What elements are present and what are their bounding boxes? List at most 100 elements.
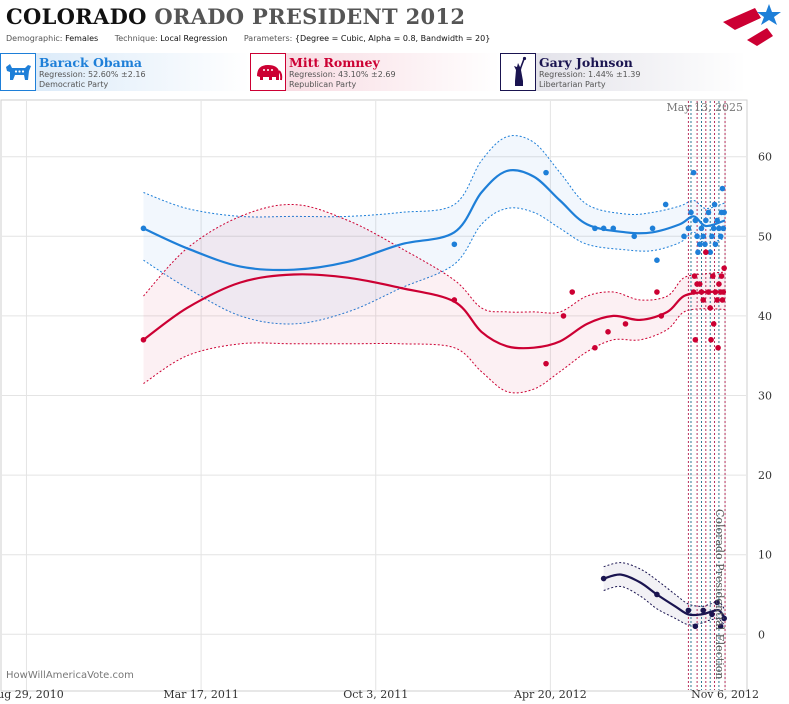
demographic-value: Females bbox=[65, 34, 99, 43]
poll-point bbox=[700, 607, 707, 614]
flag-star-logo-icon bbox=[723, 4, 781, 46]
y-tick-label: 20 bbox=[758, 469, 772, 482]
poll-point bbox=[569, 289, 576, 295]
regression-chart: 0 10 20 30 40 50 60 Aug 29, 2010 Mar 17, 2011 Oc… bbox=[0, 99, 772, 701]
poll-point bbox=[702, 241, 708, 248]
candidate-obama[interactable]: Barack Obama Regression: 52.60% ±2.16 De… bbox=[0, 53, 250, 91]
poll-point bbox=[712, 289, 719, 295]
poll-point bbox=[654, 591, 660, 598]
poll-point bbox=[451, 241, 458, 248]
poll-point bbox=[688, 209, 694, 216]
poll-point bbox=[714, 217, 720, 224]
poll-point bbox=[600, 225, 607, 232]
y-tick-label: 0 bbox=[758, 628, 765, 641]
poll-point bbox=[600, 575, 607, 582]
confidence-band bbox=[143, 204, 725, 393]
x-tick-label: Mar 17, 2011 bbox=[163, 688, 239, 701]
liberty-statue-icon bbox=[500, 53, 536, 91]
trend-line bbox=[142, 273, 726, 350]
poll-point bbox=[716, 225, 722, 232]
x-tick-label: Nov 6, 2012 bbox=[691, 688, 759, 701]
poll-point bbox=[592, 225, 598, 232]
poll-point bbox=[709, 233, 715, 240]
poll-point bbox=[708, 336, 714, 343]
candidate-party: Republican Party bbox=[289, 80, 357, 89]
poll-point bbox=[717, 233, 724, 240]
poll-point bbox=[718, 273, 725, 279]
donkey-icon bbox=[0, 53, 36, 91]
poll-point bbox=[721, 615, 727, 622]
poll-point bbox=[543, 360, 549, 367]
poll-point bbox=[700, 233, 707, 240]
elephant-icon bbox=[250, 53, 286, 91]
lower-bound-line bbox=[603, 585, 726, 627]
poll-point bbox=[716, 281, 722, 287]
lower-bound-line bbox=[143, 207, 726, 325]
candidate-legend: Barack Obama Regression: 52.60% ±2.16 De… bbox=[0, 53, 789, 93]
poll-point bbox=[717, 623, 724, 630]
title-state: COLORADO bbox=[6, 4, 147, 29]
demographic-label: Demographic: bbox=[6, 34, 63, 43]
poll-point bbox=[720, 225, 727, 232]
x-tick-label: Apr 20, 2012 bbox=[513, 688, 587, 701]
poll-point bbox=[649, 225, 656, 232]
poll-point bbox=[705, 209, 712, 216]
upper-bound-line bbox=[143, 135, 726, 218]
poll-point bbox=[692, 217, 699, 224]
y-tick-label: 30 bbox=[758, 390, 772, 403]
poll-point bbox=[707, 305, 713, 311]
parameters-value: {Degree = Cubic, Alpha = 0.8, Bandwidth … bbox=[294, 34, 491, 43]
poll-point bbox=[662, 201, 669, 208]
poll-point bbox=[710, 273, 716, 279]
poll-point bbox=[698, 225, 705, 232]
poll-point bbox=[140, 336, 147, 343]
confidence-band bbox=[143, 135, 725, 324]
parameters-line: Demographic: Females Technique: Local Re… bbox=[6, 34, 504, 43]
poll-point bbox=[703, 249, 709, 256]
election-label: Colorado Presidential Election bbox=[713, 509, 726, 680]
candidate-regression: Regression: 43.10% ±2.69 bbox=[289, 70, 396, 79]
poll-point bbox=[694, 233, 700, 240]
poll-point bbox=[719, 297, 726, 303]
poll-point bbox=[451, 297, 458, 303]
poll-point bbox=[692, 336, 699, 343]
poll-point bbox=[685, 225, 692, 232]
poll-point bbox=[622, 321, 629, 327]
poll-point bbox=[719, 185, 726, 192]
poll-point bbox=[685, 607, 692, 614]
poll-point bbox=[140, 225, 147, 232]
poll-point bbox=[691, 273, 698, 279]
gridlines bbox=[2, 101, 746, 690]
candidate-party: Libertarian Party bbox=[539, 80, 606, 89]
candidate-regression: Regression: 1.44% ±1.39 bbox=[539, 70, 641, 79]
poll-point bbox=[696, 241, 703, 248]
poll-point bbox=[715, 344, 721, 351]
header: COLORADO ORADO PRESIDENT 2012 Demographi… bbox=[0, 0, 789, 50]
poll-point bbox=[605, 329, 611, 335]
poll-point bbox=[631, 233, 638, 240]
date-label: May 13, 2025 bbox=[666, 101, 743, 114]
candidate-johnson[interactable]: Gary Johnson Regression: 1.44% ±1.39 Lib… bbox=[500, 53, 747, 91]
watermark: HowWillAmericaVote.com bbox=[6, 670, 134, 681]
poll-point bbox=[710, 321, 717, 327]
y-tick-label: 40 bbox=[758, 310, 772, 323]
x-tick-label: Oct 3, 2011 bbox=[343, 688, 408, 701]
poll-point bbox=[543, 169, 549, 176]
poll-point bbox=[690, 289, 697, 295]
candidate-party: Democratic Party bbox=[39, 80, 109, 89]
page-title: COLORADO ORADO PRESIDENT 2012 bbox=[6, 4, 465, 29]
poll-point bbox=[696, 281, 703, 287]
poll-point bbox=[695, 249, 701, 256]
poll-point bbox=[721, 209, 727, 216]
trend-line bbox=[603, 573, 726, 620]
candidate-romney[interactable]: Mitt Romney Regression: 43.10% ±2.69 Rep… bbox=[250, 53, 500, 91]
poll-point bbox=[703, 217, 709, 224]
poll-point bbox=[560, 313, 567, 319]
poll-point bbox=[698, 289, 705, 295]
trend-lines bbox=[142, 168, 726, 620]
y-axis-ticks: 0 10 20 30 40 50 60 bbox=[758, 151, 772, 642]
technique-value: Local Regression bbox=[160, 34, 228, 43]
lower-bound-line bbox=[143, 308, 726, 394]
poll-point bbox=[654, 289, 660, 295]
y-tick-label: 50 bbox=[758, 230, 772, 243]
